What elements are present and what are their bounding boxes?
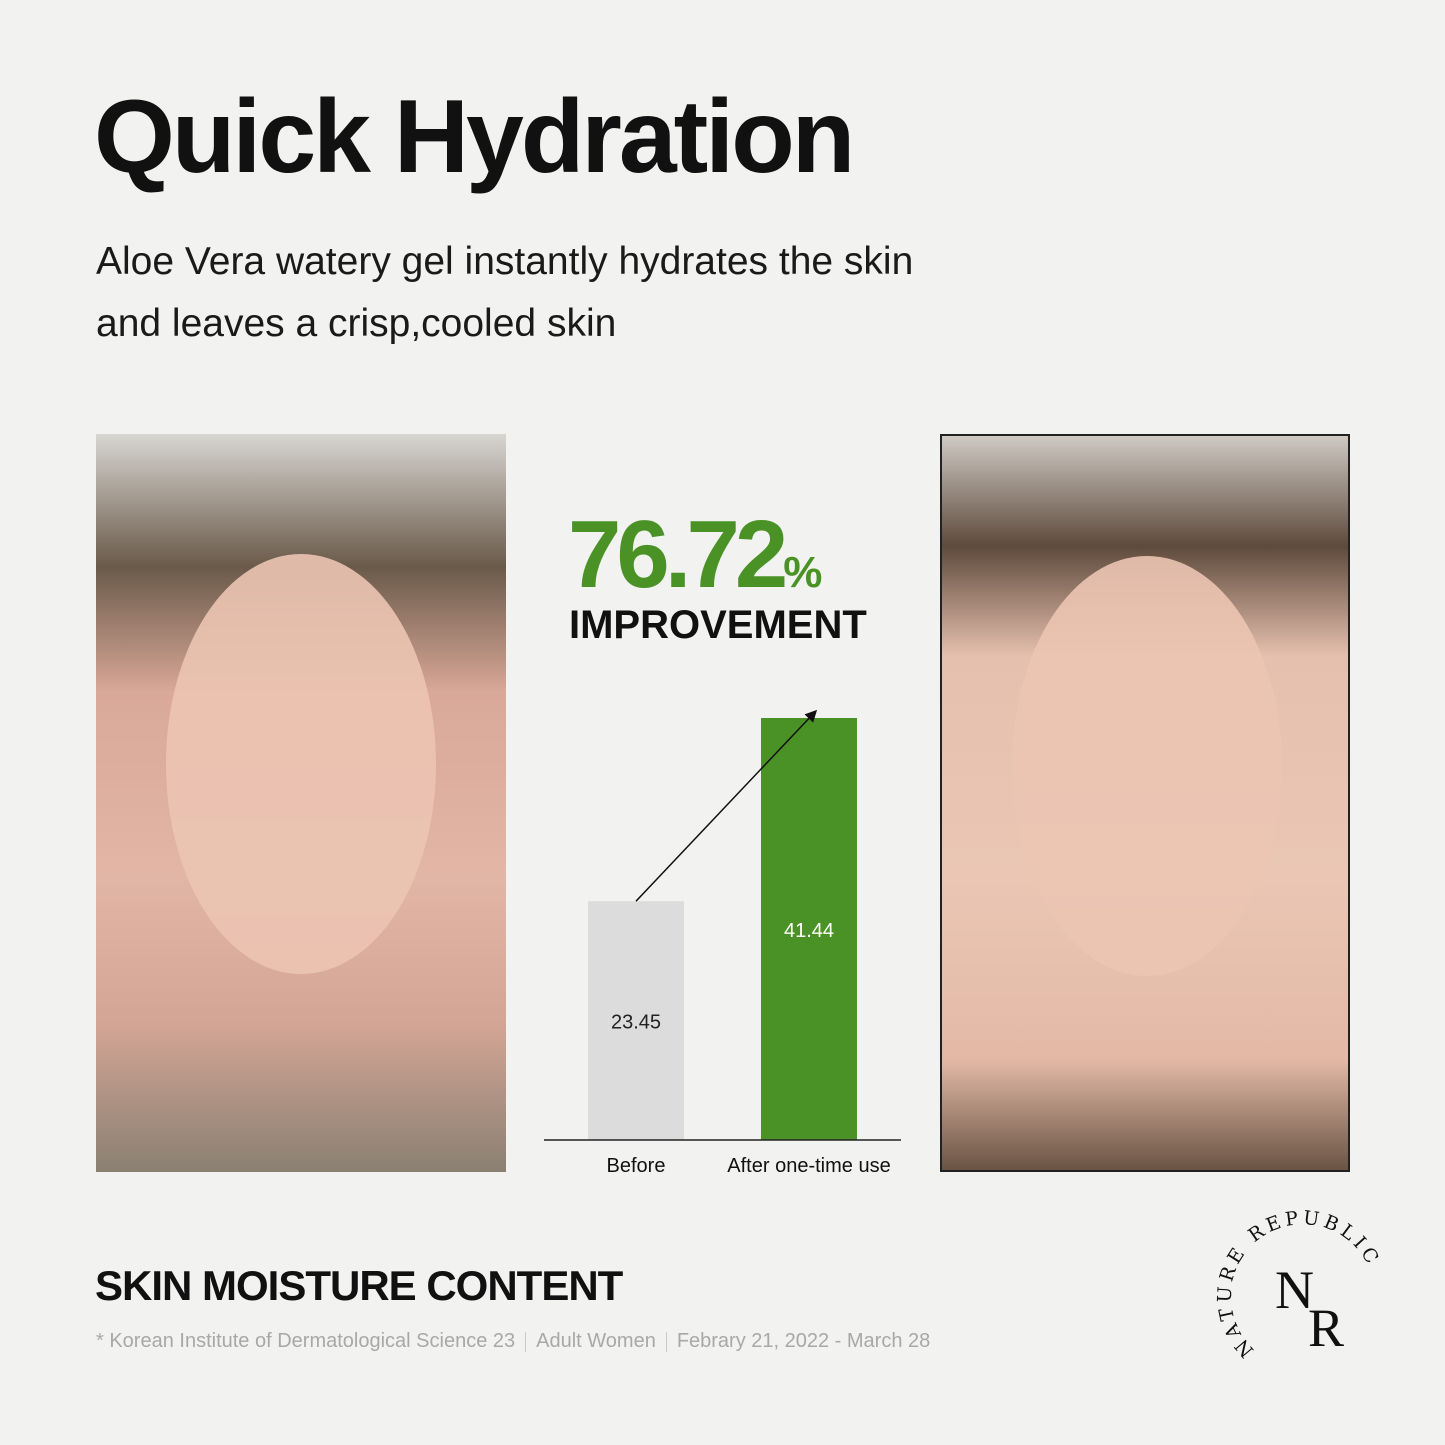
footnote: * Korean Institute of Dermatological Sci… <box>96 1330 930 1353</box>
section-title: SKIN MOISTURE CONTENT <box>95 1262 623 1309</box>
percent-unit: % <box>783 548 823 597</box>
improvement-percent: 76.72% <box>568 500 822 610</box>
subtitle-line-2: and leaves a crisp,cooled skin <box>96 302 617 345</box>
bar-chart: 23.45 Before 41.44 After one-time use <box>544 709 901 1177</box>
bar-before <box>588 901 684 1140</box>
category-label: Before <box>607 1155 666 1177</box>
improvement-label: IMPROVEMENT <box>569 603 867 647</box>
before-photo <box>96 434 506 1172</box>
subtitle-line-1: Aloe Vera watery gel instantly hydrates … <box>96 240 914 283</box>
data-label: 23.45 <box>611 1012 661 1034</box>
category-label: After one-time use <box>727 1155 890 1177</box>
footnote-subjects: Adult Women <box>536 1330 656 1352</box>
svg-text:N: N <box>1275 1260 1314 1320</box>
bar-after <box>761 718 857 1140</box>
nature-republic-logo: NATURE REPUBLIC N R <box>1214 1207 1381 1360</box>
footnote-dates: Febrary 21, 2022 - March 28 <box>676 1330 931 1352</box>
data-label: 41.44 <box>784 920 834 942</box>
after-photo <box>940 434 1350 1172</box>
page-title: Quick Hydration <box>94 79 855 195</box>
footnote-source: * Korean Institute of Dermatological Sci… <box>96 1330 516 1352</box>
svg-text:R: R <box>1308 1298 1344 1358</box>
trend-arrow <box>635 709 818 902</box>
percent-value: 76.72 <box>568 501 788 608</box>
